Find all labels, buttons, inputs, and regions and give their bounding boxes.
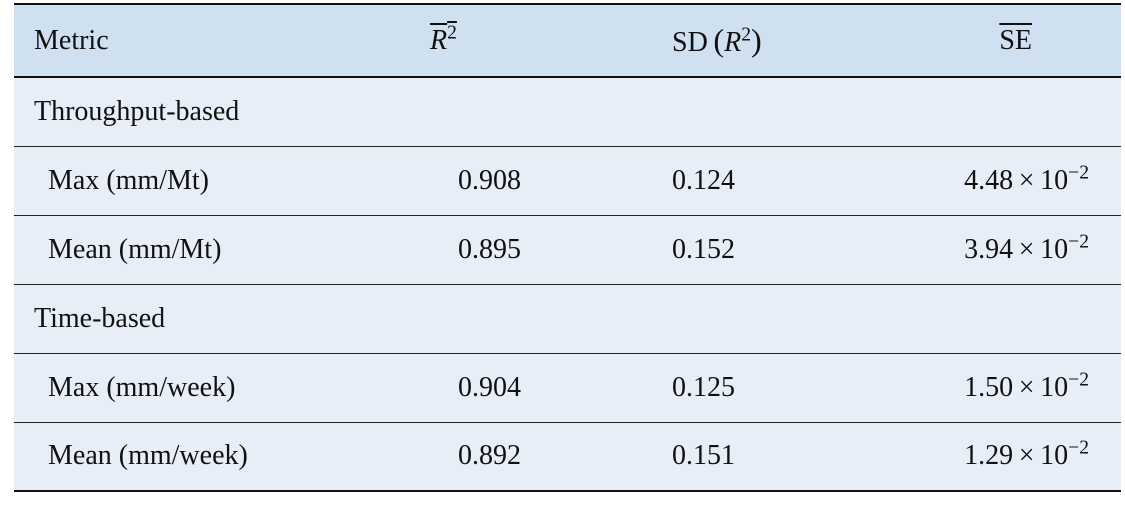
se-mantissa: 4.48 (964, 164, 1014, 196)
table-row: Mean (mm/Mt) 0.895 0.152 3.94 × 10−2 (14, 215, 1121, 284)
group-label: Time-based (34, 302, 166, 334)
se-mantissa: 3.94 (964, 233, 1014, 265)
se-exponent: −2 (1068, 231, 1089, 253)
se-base: 10 (1040, 440, 1069, 472)
mean-r2-overline: R2 (430, 22, 457, 56)
se-mantissa: 1.29 (964, 440, 1014, 472)
metric-cell: Max (mm/Mt) (48, 164, 209, 196)
results-table: Metric R2 SD (R2) SE Throughput-based Ma… (14, 3, 1121, 492)
header-row: Metric R2 SD (R2) SE (14, 4, 1121, 77)
group-row-throughput: Throughput-based (14, 77, 1121, 146)
r2-cell: 0.904 (458, 371, 521, 403)
metric-cell: Max (mm/week) (48, 371, 236, 403)
sd-cell: 0.152 (672, 233, 735, 265)
sd-close-paren: ) (751, 22, 762, 58)
se-cell: 4.48 × 10−2 (922, 146, 1121, 215)
table-row: Max (mm/week) 0.904 0.125 1.50 × 10−2 (14, 353, 1121, 422)
se-times: × (1018, 164, 1035, 196)
r2-cell: 0.895 (458, 233, 521, 265)
sd-cell: 0.124 (672, 164, 735, 196)
sd-r-exponent: 2 (741, 24, 752, 46)
sd-open-paren: ( (713, 22, 725, 58)
r2-symbol: R (430, 24, 448, 56)
metric-cell: Mean (mm/Mt) (48, 233, 222, 265)
header-mean-se: SE (922, 4, 1121, 77)
table-row: Max (mm/Mt) 0.908 0.124 4.48 × 10−2 (14, 146, 1121, 215)
r2-cell: 0.908 (458, 164, 521, 196)
header-mean-r2: R2 (414, 4, 638, 77)
header-sd-r2: SD (R2) (638, 4, 922, 77)
se-base: 10 (1040, 371, 1069, 403)
metric-cell: Mean (mm/week) (48, 440, 248, 472)
sd-cell: 0.151 (672, 440, 735, 472)
header-metric: Metric (34, 24, 109, 56)
se-cell: 1.29 × 10−2 (922, 422, 1121, 491)
sd-prefix: SD (672, 27, 708, 58)
se-times: × (1018, 371, 1035, 403)
group-label: Throughput-based (34, 95, 240, 127)
group-row-time: Time-based (14, 284, 1121, 353)
sd-r-symbol: R (724, 27, 742, 58)
r2-exponent: 2 (447, 22, 457, 44)
se-base: 10 (1040, 164, 1069, 196)
table-header: Metric R2 SD (R2) SE (14, 4, 1121, 77)
mean-se-label: SE (999, 24, 1032, 56)
se-times: × (1018, 440, 1035, 472)
sd-cell: 0.125 (672, 371, 735, 403)
se-times: × (1018, 233, 1035, 265)
se-exponent: −2 (1068, 369, 1089, 391)
se-cell: 1.50 × 10−2 (922, 353, 1121, 422)
se-mantissa: 1.50 (964, 371, 1014, 403)
results-table-container: Metric R2 SD (R2) SE Throughput-based Ma… (14, 3, 1121, 492)
se-exponent: −2 (1068, 437, 1089, 459)
r2-cell: 0.892 (458, 440, 521, 472)
se-exponent: −2 (1068, 162, 1089, 184)
table-row: Mean (mm/week) 0.892 0.151 1.29 × 10−2 (14, 422, 1121, 491)
se-cell: 3.94 × 10−2 (922, 215, 1121, 284)
table-body: Throughput-based Max (mm/Mt) 0.908 0.124… (14, 77, 1121, 491)
se-base: 10 (1040, 233, 1069, 265)
